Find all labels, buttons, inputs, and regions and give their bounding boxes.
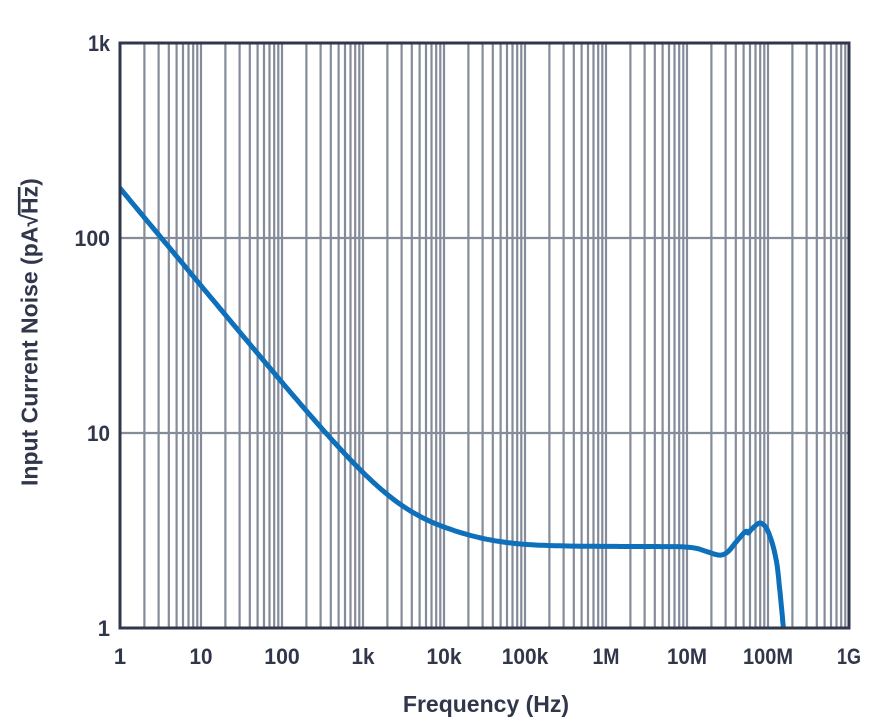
svg-text:1: 1 — [114, 644, 126, 669]
svg-text:100: 100 — [264, 644, 300, 669]
svg-text:1G: 1G — [837, 644, 861, 669]
svg-text:Frequency (Hz): Frequency (Hz) — [403, 691, 569, 717]
svg-text:10k: 10k — [427, 644, 463, 669]
svg-text:1k: 1k — [352, 644, 376, 669]
svg-text:10M: 10M — [667, 644, 707, 669]
svg-text:100M: 100M — [743, 644, 793, 669]
svg-text:10: 10 — [190, 644, 213, 669]
svg-text:1k: 1k — [88, 31, 111, 56]
svg-text:1: 1 — [98, 616, 110, 641]
svg-text:10: 10 — [87, 421, 110, 446]
svg-text:100: 100 — [75, 226, 111, 251]
svg-text:1M: 1M — [593, 644, 620, 669]
svg-text:100k: 100k — [502, 644, 549, 669]
svg-text:Input Current Noise (pA√Hz): Input Current Noise (pA√Hz) — [17, 178, 43, 486]
